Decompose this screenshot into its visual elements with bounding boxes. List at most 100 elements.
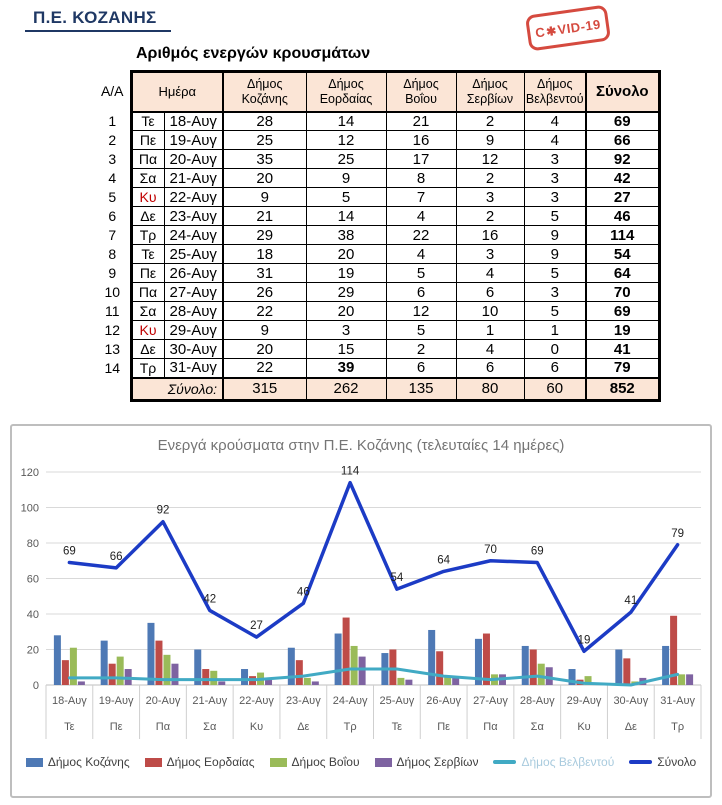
day-of-week-cell: Σα: [129, 301, 165, 321]
x-day-label: Πε: [437, 721, 450, 733]
value-cell: 20: [222, 339, 307, 359]
x-day-label: Πα: [483, 721, 498, 733]
row-index-cell: 13: [95, 339, 131, 359]
x-date-label: 22-Αυγ: [239, 695, 274, 707]
data-label: 69: [531, 546, 544, 558]
row-index-cell: 6: [95, 206, 131, 226]
value-cell: 31: [222, 263, 307, 283]
x-date-label: 24-Αυγ: [333, 695, 368, 707]
bar-1: [287, 647, 295, 685]
legend-item: Δήμος Βελβεντού: [493, 755, 614, 769]
x-date-label: 23-Αυγ: [286, 695, 321, 707]
covid19-stamp: C✱VID-19: [524, 4, 612, 52]
value-cell: 15: [305, 339, 387, 359]
bar-3: [303, 677, 311, 685]
day-of-week-cell: Τε: [129, 111, 165, 131]
data-label: 66: [110, 551, 123, 563]
row-total-cell: 46: [585, 206, 661, 226]
bar-2: [529, 649, 537, 685]
bar-1: [474, 638, 482, 685]
table-title: Αριθμός ενεργών κρουσμάτων: [136, 45, 371, 62]
value-cell: 5: [523, 301, 587, 321]
table-row: 9 Πε 26-Αυγ 31 19 5 4 5 64: [95, 263, 661, 283]
bar-1: [100, 640, 108, 685]
value-cell: 3: [523, 282, 587, 302]
row-index-cell: 14: [95, 358, 131, 378]
y-tick-label: 120: [21, 467, 39, 479]
x-day-label: Σα: [203, 721, 217, 733]
value-cell: 5: [385, 263, 457, 283]
row-index-cell: 11: [95, 301, 131, 321]
bar-1: [334, 633, 342, 685]
value-cell: 6: [455, 358, 525, 378]
row-total-cell: 66: [585, 130, 661, 150]
totals-voiou: 135: [385, 376, 457, 402]
date-cell: 23-Αυγ: [163, 206, 224, 226]
value-cell: 4: [455, 339, 525, 359]
x-day-label: Δε: [625, 721, 637, 733]
date-cell: 20-Αυγ: [163, 149, 224, 169]
day-of-week-cell: Κυ: [129, 187, 165, 207]
legend-item: Δήμος Σερβίων: [374, 755, 478, 769]
value-cell: 22: [222, 358, 307, 378]
day-of-week-cell: Δε: [129, 206, 165, 226]
y-tick-label: 80: [27, 538, 39, 550]
x-date-label: 29-Αυγ: [567, 695, 602, 707]
date-cell: 18-Αυγ: [163, 111, 224, 131]
value-cell: 6: [385, 282, 457, 302]
value-cell: 12: [385, 301, 457, 321]
bar-4: [77, 681, 85, 685]
legend-item: Δήμος Εορδαίας: [144, 755, 255, 769]
x-day-label: Σα: [531, 721, 545, 733]
table-row: 4 Σα 21-Αυγ 20 9 8 2 3 42: [95, 168, 661, 188]
totals-kozanis: 315: [222, 376, 307, 402]
day-of-week-cell: Δε: [129, 339, 165, 359]
value-cell: 12: [455, 149, 525, 169]
value-cell: 38: [305, 225, 387, 245]
totals-velventou: 60: [523, 376, 587, 402]
bar-1: [194, 649, 202, 685]
value-cell: 7: [385, 187, 457, 207]
table-row: 10 Πα 27-Αυγ 26 29 6 6 3 70: [95, 282, 661, 302]
row-total-cell: 114: [585, 225, 661, 245]
table-body: 1 Τε 18-Αυγ 28 14 21 2 4 69 2 Πε 19-Αυγ 25 12 16 9 4 66 3 Π…: [95, 111, 661, 378]
row-total-cell: 42: [585, 168, 661, 188]
bar-2: [155, 640, 163, 685]
x-date-label: 28-Αυγ: [520, 695, 555, 707]
value-cell: 9: [455, 130, 525, 150]
value-cell: 22: [222, 301, 307, 321]
legend-item: Δήμος Κοζάνης: [25, 755, 130, 769]
x-date-label: 27-Αυγ: [473, 695, 508, 707]
value-cell: 4: [385, 206, 457, 226]
bar-1: [615, 649, 623, 685]
table-row: 11 Σα 28-Αυγ 22 20 12 10 5 69: [95, 301, 661, 321]
table-header-row: Α/Α Ημέρα Δήμος Κοζάνης Δήμος Εορδαίας Δήμ…: [95, 70, 661, 113]
value-cell: 5: [305, 187, 387, 207]
value-cell: 3: [455, 244, 525, 264]
x-day-label: Τε: [392, 721, 403, 733]
row-total-cell: 70: [585, 282, 661, 302]
value-cell: 25: [222, 130, 307, 150]
value-cell: 10: [455, 301, 525, 321]
header-day: Ημέρα: [129, 70, 224, 113]
bar-2: [61, 660, 69, 685]
date-cell: 28-Αυγ: [163, 301, 224, 321]
x-date-label: 19-Αυγ: [99, 695, 134, 707]
bar-4: [265, 679, 273, 685]
value-cell: 5: [523, 206, 587, 226]
value-cell: 20: [222, 168, 307, 188]
totals-grand-total: 852: [585, 376, 661, 402]
value-cell: 6: [523, 358, 587, 378]
row-index-cell: 4: [95, 168, 131, 188]
date-cell: 19-Αυγ: [163, 130, 224, 150]
table-row: 8 Τε 25-Αυγ 18 20 4 3 9 54: [95, 244, 661, 264]
bar-2: [482, 633, 490, 685]
bar-4: [405, 679, 413, 685]
value-cell: 3: [523, 149, 587, 169]
value-cell: 5: [523, 263, 587, 283]
day-of-week-cell: Τρ: [129, 358, 165, 378]
totals-eordaias: 262: [305, 376, 387, 402]
bar-3: [69, 647, 77, 685]
bar-1: [521, 645, 529, 685]
value-cell: 3: [523, 168, 587, 188]
